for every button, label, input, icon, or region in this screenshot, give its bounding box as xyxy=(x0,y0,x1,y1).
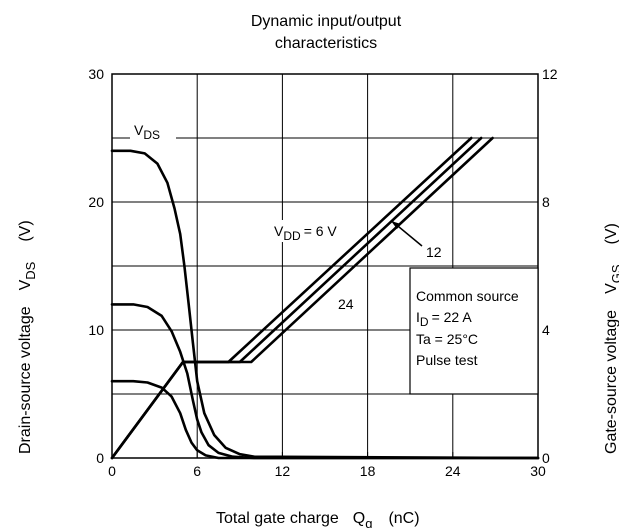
vds-curve xyxy=(110,303,540,460)
y-right-tick-label: 12 xyxy=(542,66,558,82)
y-right-axis-label-symbol: V xyxy=(603,283,619,294)
x-tick-label: 30 xyxy=(530,463,546,479)
vds-curve xyxy=(110,149,540,460)
info-box-line-4: Pulse test xyxy=(416,352,478,368)
y-right-tick-label: 4 xyxy=(542,322,550,338)
y-right-axis-label-subscript: GS xyxy=(609,264,619,283)
x-tick-labels: 0 6 12 18 24 30 xyxy=(108,463,546,479)
vdd-label-background xyxy=(272,220,352,242)
y-left-tick-label: 20 xyxy=(88,194,104,210)
y-left-axis-label-subscript: DS xyxy=(23,261,38,279)
data-series xyxy=(110,136,540,460)
x-axis-label-text: Total gate charge xyxy=(216,510,339,527)
info-box-id-symbol: I xyxy=(416,309,420,325)
x-axis-label-subscript: g xyxy=(365,516,372,528)
y-left-axis-label: Drain-source voltage VDS (V) xyxy=(17,220,38,454)
vdd-label-subscript: DD xyxy=(283,229,301,243)
y-left-tick-labels: 0 10 20 30 xyxy=(88,66,104,466)
y-right-tick-label: 8 xyxy=(542,194,550,210)
info-box-line-1: Common source xyxy=(416,288,519,304)
x-tick-label: 24 xyxy=(445,463,461,479)
curve-label-24: 24 xyxy=(338,296,354,312)
curve-24-label-background xyxy=(336,295,360,312)
curve-label-12: 12 xyxy=(426,244,442,260)
vds-label-subscript: DS xyxy=(143,128,160,142)
x-tick-label: 12 xyxy=(275,463,291,479)
y-right-axis-label-text: Gate-source voltage xyxy=(603,310,619,454)
vgs-curve xyxy=(110,136,494,460)
vdd-label: VDD = 6 V xyxy=(274,223,337,243)
info-box-id-subscript: D xyxy=(420,315,429,329)
x-axis-label-symbol: Q xyxy=(353,510,365,527)
x-tick-label: 18 xyxy=(360,463,376,479)
x-tick-label: 6 xyxy=(193,463,201,479)
chart-title-line-1: Dynamic input/output xyxy=(251,13,402,30)
vdd-label-value: = 6 V xyxy=(304,223,338,239)
curve-12-leader-arrowhead xyxy=(391,221,401,229)
y-left-tick-label: 10 xyxy=(88,322,104,338)
vds-label: VDS xyxy=(134,122,160,142)
chart-title-line-2: characteristics xyxy=(275,35,377,52)
y-left-axis-label-unit: (V) xyxy=(17,220,34,241)
x-tick-label: 0 xyxy=(108,463,116,479)
x-axis-label: Total gate charge Qg (nC) xyxy=(216,510,420,528)
info-box-line-3: Ta = 25°C xyxy=(416,331,478,347)
grid xyxy=(112,74,538,458)
x-axis-label-unit: (nC) xyxy=(388,510,419,527)
y-left-tick-label: 30 xyxy=(88,66,104,82)
info-box-line-2: ID = 22 A xyxy=(416,309,472,329)
y-left-tick-label: 0 xyxy=(96,450,104,466)
y-left-axis-label-symbol: V xyxy=(17,279,34,290)
info-box-id-value: = 22 A xyxy=(432,309,473,325)
info-box xyxy=(409,267,539,395)
y-right-tick-labels: 0 4 8 12 xyxy=(542,66,558,466)
vds-label-symbol: V xyxy=(134,122,144,138)
vdd-label-symbol: V xyxy=(274,223,284,239)
y-right-tick-label: 0 xyxy=(542,450,550,466)
y-right-axis-label: Gate-source voltage VGS (V) xyxy=(603,223,619,454)
y-right-axis-label-unit: (V) xyxy=(603,223,619,244)
vds-curve xyxy=(110,379,540,460)
y-left-axis-label-text: Drain-source voltage xyxy=(17,306,34,454)
vds-label-background xyxy=(130,118,176,140)
